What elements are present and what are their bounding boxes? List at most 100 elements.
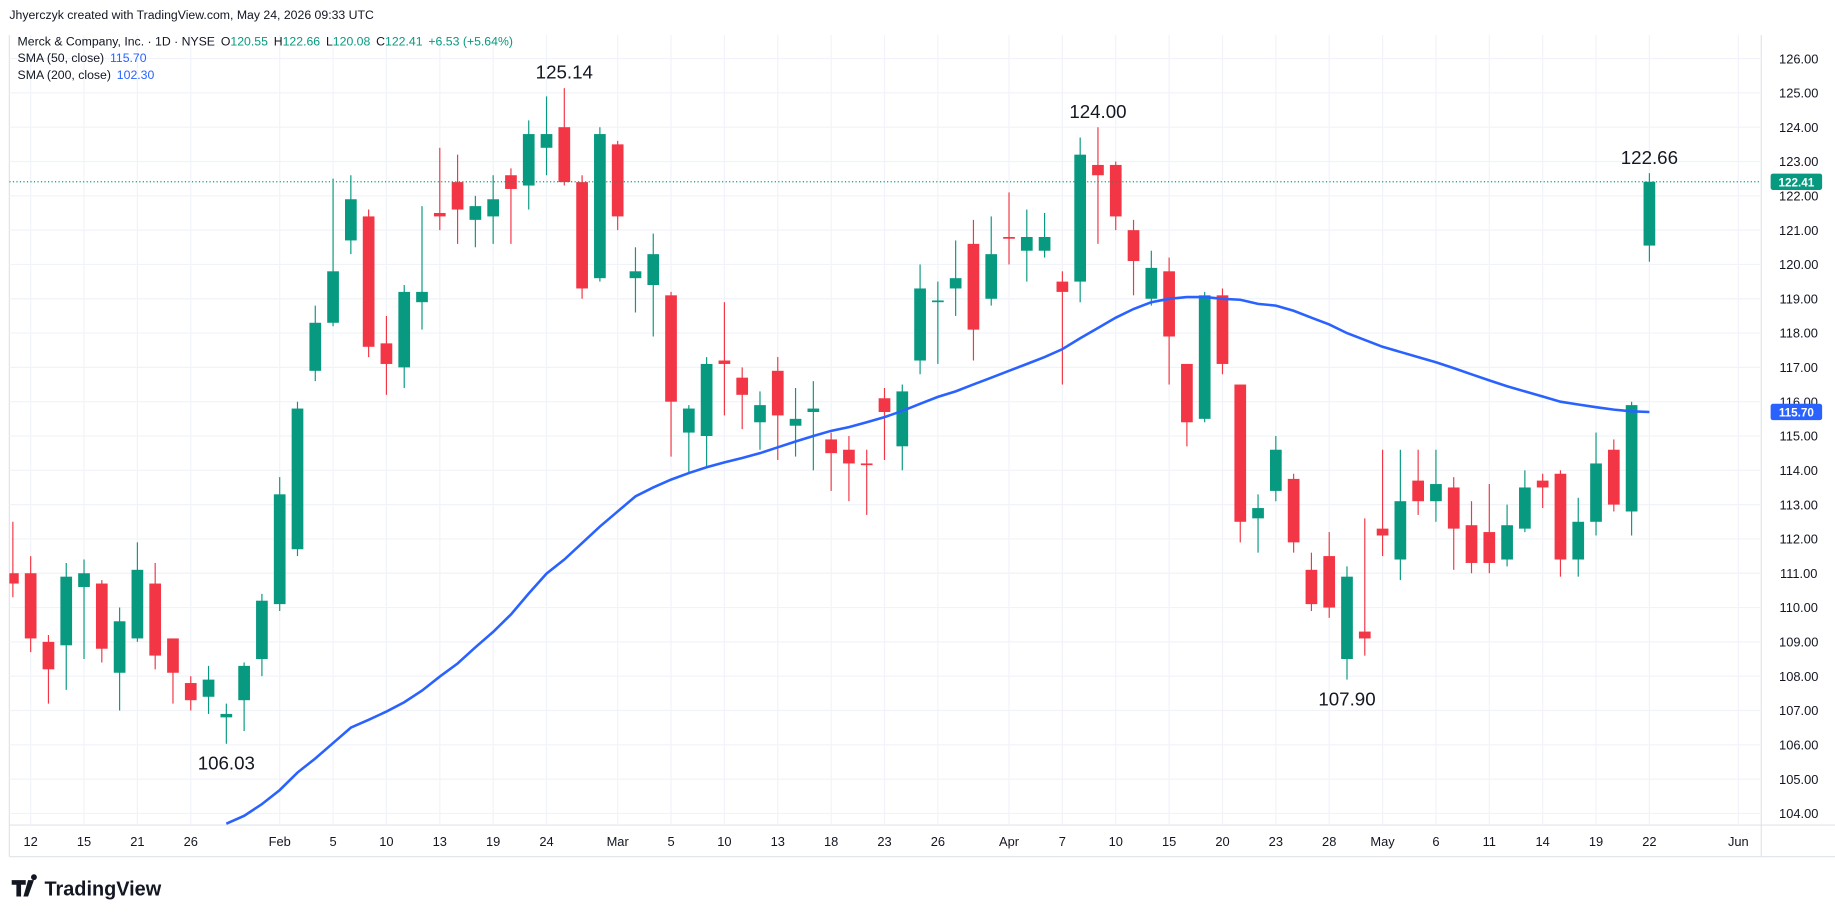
candle-body xyxy=(505,175,517,189)
candle-body xyxy=(1394,501,1407,560)
candle-body xyxy=(558,127,571,183)
candle-body xyxy=(380,343,393,364)
candle-body xyxy=(682,408,695,433)
indicator-value: 102.30 xyxy=(117,68,155,82)
y-tick-label: 111.00 xyxy=(1780,566,1817,581)
candle-body xyxy=(896,391,909,447)
x-tick-label: 26 xyxy=(184,834,198,849)
candle-body xyxy=(487,199,500,217)
candle-body xyxy=(149,583,162,656)
indicator-legend: SMA (200, close) 102.30 xyxy=(18,68,155,82)
x-tick-label: Apr xyxy=(999,834,1020,849)
candle-body xyxy=(522,134,535,186)
y-tick-label: 110.00 xyxy=(1780,600,1818,615)
ohlc-key: H xyxy=(274,35,283,49)
candle-body xyxy=(1465,525,1478,563)
x-tick-label: 22 xyxy=(1642,834,1656,849)
candle-body xyxy=(789,418,802,426)
x-tick-label: 15 xyxy=(1162,834,1176,849)
symbol-title: Merck & Company, Inc. · 1D · NYSE xyxy=(18,35,215,49)
y-tick-label: 123.00 xyxy=(1779,154,1818,169)
y-tick-label: 114.00 xyxy=(1780,463,1818,478)
candle-body xyxy=(1216,295,1229,364)
candle-body xyxy=(1447,487,1460,529)
y-tick-label: 104.00 xyxy=(1779,806,1818,821)
candle-body xyxy=(540,134,553,148)
candle-body xyxy=(1003,236,1015,239)
credit: Jhyerczyk created with TradingView.com, … xyxy=(9,8,374,22)
candle-body xyxy=(1145,267,1158,299)
indicator-legend: SMA (50, close) 115.70 xyxy=(18,51,147,65)
y-tick-label: 124.00 xyxy=(1779,120,1818,135)
low-label: 106.03 xyxy=(198,753,255,774)
candle-body xyxy=(1430,484,1442,502)
sma-tag-label: 115.70 xyxy=(1779,407,1815,420)
candle-body xyxy=(60,576,73,646)
candle-body xyxy=(700,363,713,437)
x-tick-label: 5 xyxy=(329,834,336,849)
candle-body xyxy=(932,300,944,303)
candle-body xyxy=(576,182,588,289)
candle-body xyxy=(949,278,962,289)
x-tick-label: 14 xyxy=(1536,834,1550,849)
y-tick-label: 122.00 xyxy=(1779,189,1818,204)
logo-icon xyxy=(11,874,37,897)
y-tick-label: 108.00 xyxy=(1779,669,1818,684)
candle-body xyxy=(202,679,215,697)
y-tick-label: 119.00 xyxy=(1780,291,1818,306)
x-tick-label: 23 xyxy=(1269,834,1283,849)
candle-body xyxy=(629,271,642,279)
x-tick-label: 10 xyxy=(379,834,393,849)
candle-body xyxy=(344,199,357,241)
candle-body xyxy=(469,206,482,220)
x-tick-label: 5 xyxy=(667,834,674,849)
candle-body xyxy=(1625,405,1638,512)
candle-body xyxy=(967,243,980,330)
candle-body xyxy=(611,144,624,217)
x-tick-label: Feb xyxy=(269,834,291,849)
candle-body xyxy=(1127,230,1140,262)
x-tick-label: 10 xyxy=(1109,834,1123,849)
x-tick-label: 6 xyxy=(1432,834,1439,849)
candle-body xyxy=(95,583,108,649)
candle-body xyxy=(220,713,233,718)
candle-body xyxy=(1109,164,1122,217)
x-tick-label: 15 xyxy=(77,834,91,849)
logo-text: TradingView xyxy=(44,878,161,900)
candle-body xyxy=(309,322,322,371)
candle-body xyxy=(860,463,873,466)
y-tick-label: 112.00 xyxy=(1780,532,1818,547)
symbol-legend: Merck & Company, Inc. · 1D · NYSE O120.55… xyxy=(18,35,513,49)
x-tick-label: 12 xyxy=(24,834,38,849)
candle-body xyxy=(1643,181,1656,246)
low-label: 107.90 xyxy=(1318,688,1375,709)
sma-line xyxy=(225,295,1650,825)
candle-body xyxy=(78,573,90,587)
candle-body xyxy=(1536,480,1549,488)
candle-body xyxy=(1572,521,1585,560)
high-label: 125.14 xyxy=(536,62,593,83)
sma-tag xyxy=(1770,403,1823,421)
x-tick-label: Mar xyxy=(607,834,630,849)
candle-body xyxy=(1038,236,1051,251)
x-tick-label: 11 xyxy=(1483,834,1496,849)
high-label: 122.66 xyxy=(1621,147,1678,168)
candle-body xyxy=(1074,154,1087,282)
x-tick-label: 7 xyxy=(1059,834,1066,849)
candle-body xyxy=(807,408,820,412)
candle-body xyxy=(1607,449,1620,505)
x-tick-label: 18 xyxy=(824,834,838,849)
candle-body xyxy=(416,291,428,303)
candle-body xyxy=(985,254,998,299)
candle-body xyxy=(1501,525,1513,560)
y-tick-label: 106.00 xyxy=(1779,737,1818,752)
ohlc-value: 120.08 xyxy=(333,35,371,49)
candle-body xyxy=(398,291,411,368)
x-tick-label: 26 xyxy=(931,834,945,849)
candle-body xyxy=(1376,528,1389,536)
change: +6.53 (+5.64%) xyxy=(428,35,513,49)
candle-body xyxy=(1269,449,1282,491)
candle-body xyxy=(1056,281,1069,292)
y-tick-label: 120.00 xyxy=(1779,257,1818,272)
